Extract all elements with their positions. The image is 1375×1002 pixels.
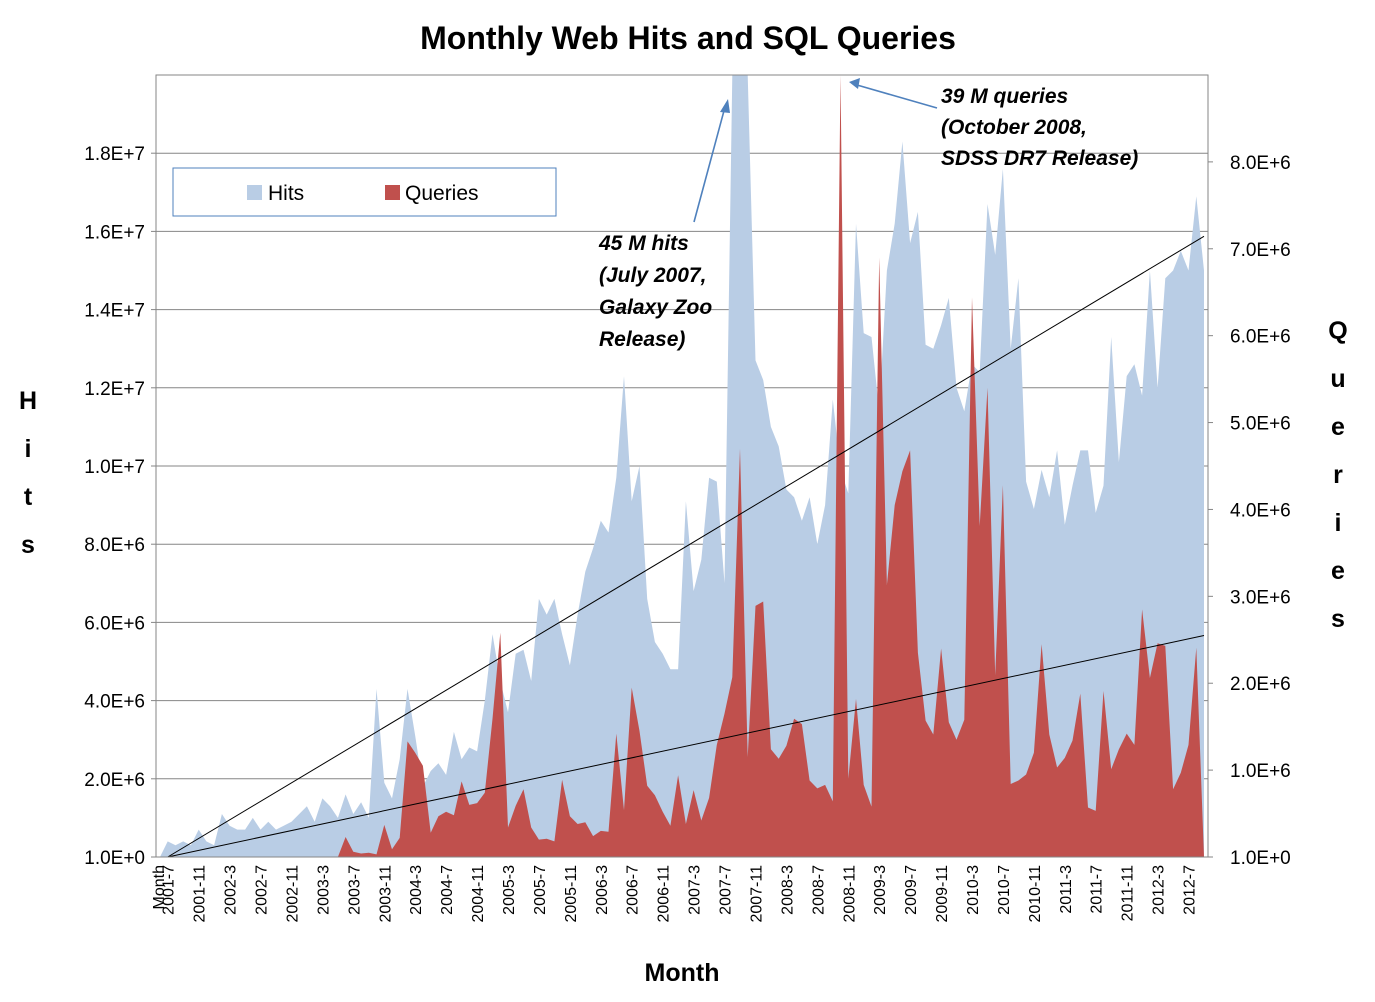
annotation-hits-text: (July 2007,: [599, 264, 706, 287]
annotations: 45 M hits (July 2007, Galaxy Zoo Release) 39…: [598, 78, 1138, 351]
legend-label-queries: Queries: [405, 182, 479, 205]
y-right-title-letter: e: [1331, 413, 1345, 441]
x-tick-label: 2011-11: [1120, 865, 1137, 921]
y-right-tick-label: 1.0E+0: [1230, 848, 1291, 869]
x-tick-label: 2012-3: [1151, 865, 1168, 915]
x-tick-label: 2005-3: [501, 865, 518, 915]
x-tick-label: 2007-3: [687, 865, 704, 915]
annotation-hits-text: Release): [599, 328, 685, 351]
annotation-queries-arrow: [856, 84, 938, 109]
y-right-title-letter: Q: [1328, 317, 1347, 345]
y-right-tick-label: 6.0E+6: [1230, 327, 1291, 348]
x-tick-label: 2003-3: [315, 865, 332, 915]
x-tick-label: 2006-3: [594, 865, 611, 915]
x-tick-label: 2008-3: [779, 865, 796, 915]
y-right-tick-label: 2.0E+6: [1230, 674, 1291, 695]
y-left-tick-label: 1.8E+7: [84, 144, 145, 165]
x-tick-label: 2007-11: [748, 865, 765, 923]
annotation-hits-arrow: [693, 106, 726, 223]
y-left-tick-label: 1.0E+0: [84, 848, 145, 869]
y-right-title-letter: s: [1331, 605, 1345, 633]
x-tick-label: 2001-7: [161, 865, 178, 915]
y-left-tick-label: 8.0E+6: [84, 535, 145, 556]
y-right-tick-label: 3.0E+6: [1230, 587, 1291, 608]
y-left-tick-label: 4.0E+6: [84, 692, 145, 713]
y-left-title-letter: i: [25, 435, 32, 463]
y-left-title-letter: s: [21, 531, 35, 559]
x-tick-label: 2008-7: [810, 865, 827, 915]
legend-swatch-hits: [247, 185, 262, 200]
x-tick-label: 2003-11: [377, 865, 394, 923]
legend-label-hits: Hits: [268, 182, 304, 205]
x-tick-label: 2010-11: [1027, 865, 1044, 923]
y-right-tick-label: 1.0E+6: [1230, 761, 1291, 782]
y-left-tick-label: 1.0E+7: [84, 457, 145, 478]
x-tick-label: 2011-3: [1058, 865, 1075, 914]
hits-trendline: [167, 235, 1205, 858]
y-right-title-letter: r: [1333, 461, 1343, 489]
y-right-tick-label: 5.0E+6: [1230, 414, 1291, 435]
x-tick-label: 2005-11: [563, 865, 580, 923]
hits-area: [160, 75, 1204, 857]
x-tick-label: Month: [151, 865, 168, 909]
y-right-tick-label: 4.0E+6: [1230, 500, 1291, 521]
gridlines: [156, 152, 1208, 780]
y-right-title-letter: i: [1335, 509, 1342, 537]
y-axis-left-title: Hits: [19, 387, 37, 559]
x-tick-label: 2006-11: [656, 865, 673, 923]
y-left-title-letter: t: [24, 483, 33, 511]
x-tick-label: 2010-3: [965, 865, 982, 915]
x-tick-label: 2008-11: [841, 865, 858, 923]
y-left-title-letter: H: [19, 387, 37, 415]
x-tick-label: 2005-7: [532, 865, 549, 915]
y-right-tick-label: 8.0E+6: [1230, 153, 1291, 174]
x-tick-label: 2002-3: [223, 865, 240, 915]
annotation-hits-text: 45 M hits: [598, 232, 689, 255]
y-left-tick-label: 1.2E+7: [84, 379, 145, 400]
x-tick-label: 2001-11: [192, 865, 209, 923]
x-tick-label: 2007-7: [718, 865, 735, 915]
y-right-title-letter: u: [1330, 365, 1345, 393]
y-left-tick-label: 1.6E+7: [84, 222, 145, 243]
y-right-tick-label: 7.0E+6: [1230, 240, 1291, 261]
y-left-tick-label: 2.0E+6: [84, 770, 145, 791]
annotation-queries-text: (October 2008,: [941, 116, 1087, 139]
x-tick-label: 2003-7: [346, 865, 363, 915]
annotation-queries-text: 39 M queries: [941, 85, 1068, 108]
y-left-tick-label: 1.4E+7: [84, 301, 145, 322]
y-axis-right-title: Queries: [1328, 317, 1347, 633]
x-tick-label: 2004-3: [408, 865, 425, 915]
x-tick-label: 2009-3: [872, 865, 889, 915]
chart-title: Monthly Web Hits and SQL Queries: [420, 20, 956, 56]
x-tick-label: 2009-7: [903, 865, 920, 915]
hits-series-area: [160, 75, 1204, 857]
y-right-title-letter: e: [1331, 557, 1345, 585]
x-tick-label: 2004-7: [439, 865, 456, 915]
x-tick-label: 2002-11: [284, 865, 301, 923]
x-axis-title: Month: [645, 959, 720, 987]
x-tick-label: 2012-7: [1182, 865, 1199, 915]
y-axis-right-ticks: 1.0E+0 1.0E+6 2.0E+6 3.0E+6 4.0E+6 5.0E+6 6.0E…: [1208, 153, 1291, 869]
annotation-queries-arrowhead: [849, 78, 860, 89]
x-tick-label: 2002-7: [254, 865, 271, 915]
annotation-hits-arrowhead: [720, 99, 730, 113]
legend: Hits Queries: [172, 167, 557, 217]
annotation-queries-text: SDSS DR7 Release): [941, 147, 1138, 170]
queries-series-area: [160, 75, 1204, 857]
legend-swatch-queries: [385, 185, 400, 200]
x-tick-label: 2004-11: [470, 865, 487, 923]
y-left-tick-label: 6.0E+6: [84, 613, 145, 634]
x-tick-label: 2010-7: [996, 865, 1013, 915]
queries-trendline: [167, 635, 1205, 858]
x-tick-label: 2006-7: [625, 865, 642, 915]
x-tick-label: 2009-11: [934, 865, 951, 923]
y-axis-left-ticks: 1.0E+0 2.0E+6 4.0E+6 6.0E+6 8.0E+6 1.0E+7 1.2E…: [84, 144, 156, 869]
trendlines: [167, 235, 1205, 858]
annotation-hits-text: Galaxy Zoo: [599, 296, 712, 319]
legend-frame: [172, 167, 557, 217]
queries-area: [160, 75, 1204, 857]
x-tick-label: 2011-7: [1089, 865, 1106, 914]
